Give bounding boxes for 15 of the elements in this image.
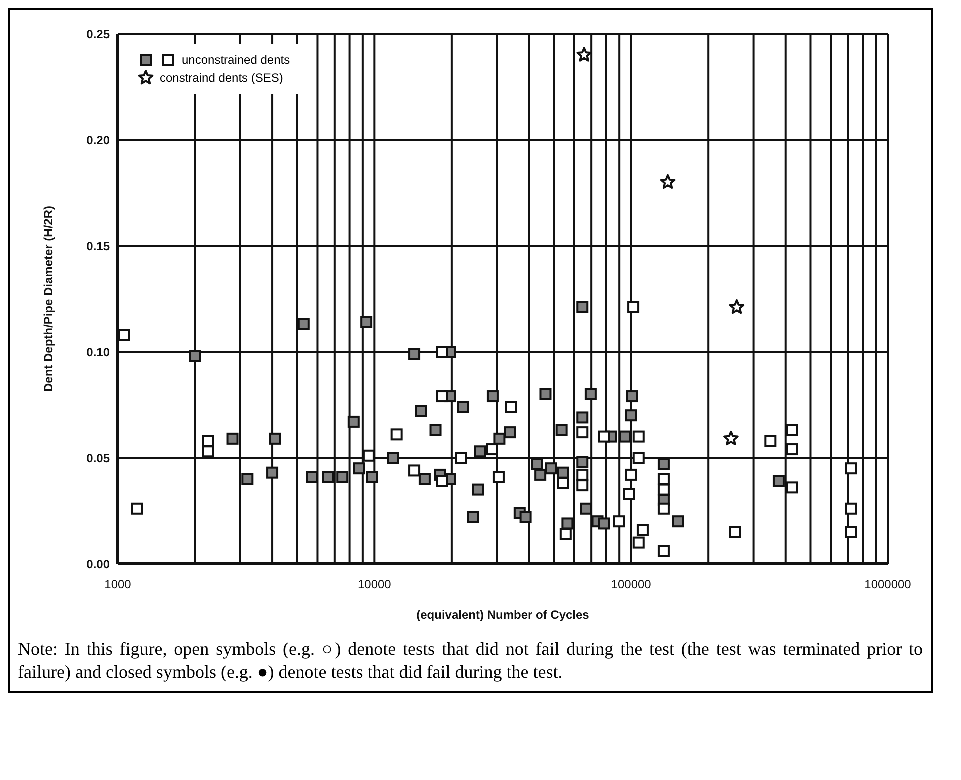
legend-label: constraind dents (SES) [160,71,284,85]
x-tick-label: 100000 [611,578,652,592]
legend-label: unconstrained dents [182,53,290,67]
x-tick-label: 10000 [358,578,392,592]
x-tick-label: 1000000 [864,578,912,592]
y-tick-label: 0.10 [86,345,110,360]
y-tick-label: 0.25 [86,27,110,42]
x-tick-label: 1000 [104,578,132,592]
x-axis-title: (equivalent) Number of Cycles [416,608,590,622]
y-tick-label: 0.00 [86,557,110,572]
y-tick-label: 0.15 [86,239,110,254]
y-tick-label: 0.20 [86,133,110,148]
y-axis-title: Dent Depth/Pipe Diameter (H/2R) [41,206,56,392]
text: Note: In this figure, open symbols (e.g. ○) denote tests that did not fail during the test (the test was terminated prior to failure) and closed symbols (e.g. ●) denote tests that did fail during the test. [18,638,923,684]
y-tick-label: 0.05 [86,451,110,466]
